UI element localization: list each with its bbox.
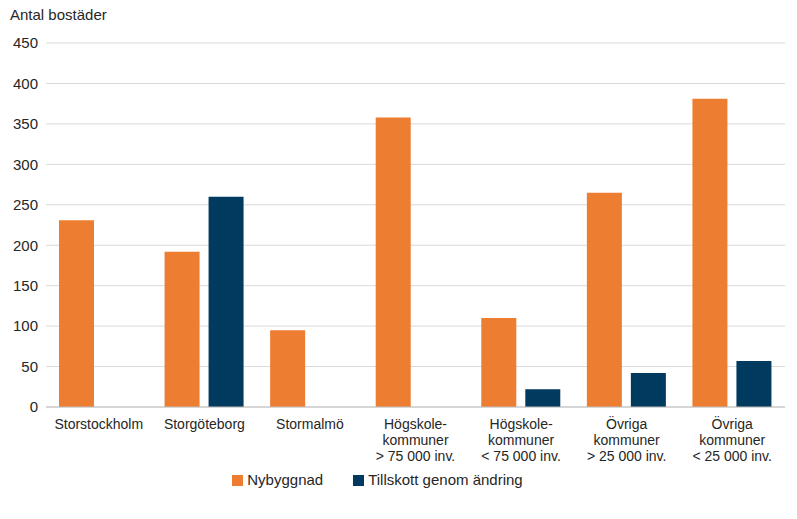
svg-text:Stormalmö: Stormalmö — [276, 416, 344, 432]
svg-text:Övrigakommuner> 25 000 inv.: Övrigakommuner> 25 000 inv. — [587, 415, 667, 464]
svg-text:250: 250 — [13, 196, 38, 213]
svg-text:400: 400 — [13, 75, 38, 92]
svg-text:Storstockholm: Storstockholm — [54, 416, 143, 432]
html-text:Tillskott genom ändring: Tillskott genom ändring — [368, 471, 523, 488]
svg-text:100: 100 — [13, 317, 38, 334]
html-text:Nybyggnad: Nybyggnad — [247, 471, 324, 488]
svg-text:300: 300 — [13, 156, 38, 173]
svg-text:Högskole-kommuner> 75 000 inv.: Högskole-kommuner> 75 000 inv. — [376, 416, 456, 464]
html-text:Antal bostäder: Antal bostäder — [10, 6, 107, 23]
svg-text:Storgöteborg: Storgöteborg — [164, 416, 245, 432]
svg-text:0: 0 — [30, 398, 38, 415]
svg-text:Övrigakommuner< 25 000 inv.: Övrigakommuner< 25 000 inv. — [692, 415, 772, 464]
svg-text:150: 150 — [13, 277, 38, 294]
svg-text:450: 450 — [13, 34, 38, 51]
svg-text:350: 350 — [13, 115, 38, 132]
svg-text:Högskole-kommuner< 75 000 inv.: Högskole-kommuner< 75 000 inv. — [481, 416, 561, 464]
svg-text:50: 50 — [21, 358, 38, 375]
svg-text:200: 200 — [13, 237, 38, 254]
